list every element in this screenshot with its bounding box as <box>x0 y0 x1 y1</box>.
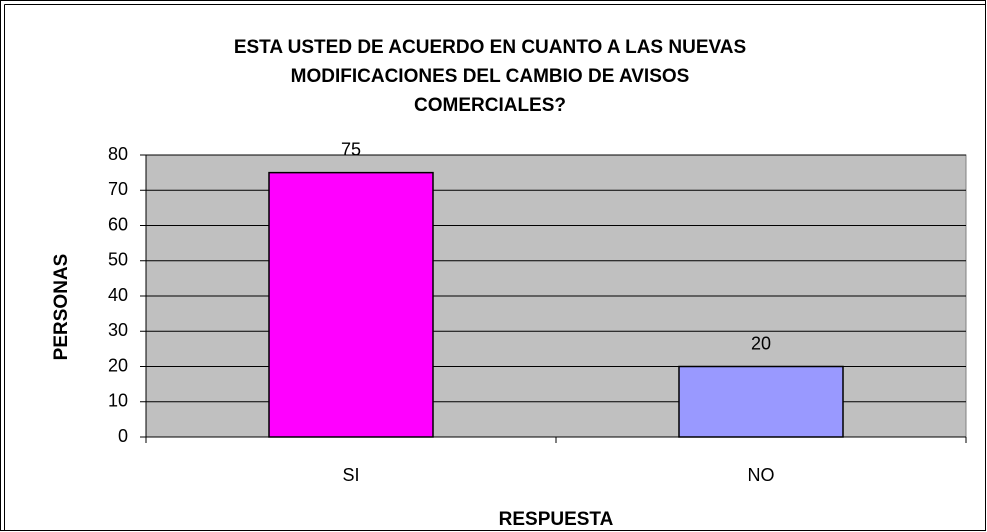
x-tick-label: NO <box>748 465 775 485</box>
y-tick-label: 70 <box>108 179 128 199</box>
chart-title: COMERCIALES? <box>414 95 566 116</box>
chart-title: MODIFICACIONES DEL CAMBIO DE AVISOS <box>291 66 690 87</box>
y-tick-label: 0 <box>118 426 128 446</box>
y-tick-label: 40 <box>108 285 128 305</box>
data-label: 75 <box>341 139 361 159</box>
y-tick-label: 60 <box>108 214 128 234</box>
bar <box>268 171 434 438</box>
x-axis-title: RESPUESTA <box>499 509 614 530</box>
y-tick-label: 80 <box>108 144 128 164</box>
data-label: 20 <box>751 333 771 353</box>
bar <box>678 365 844 438</box>
chart-title: ESTA USTED DE ACUERDO EN CUANTO A LAS NU… <box>234 37 746 58</box>
y-tick-label: 50 <box>108 250 128 270</box>
y-tick-label: 10 <box>108 391 128 411</box>
y-axis-title: PERSONAS <box>51 254 72 361</box>
y-tick-label: 20 <box>108 355 128 375</box>
x-tick-label: SI <box>342 465 359 485</box>
y-tick-label: 30 <box>108 320 128 340</box>
